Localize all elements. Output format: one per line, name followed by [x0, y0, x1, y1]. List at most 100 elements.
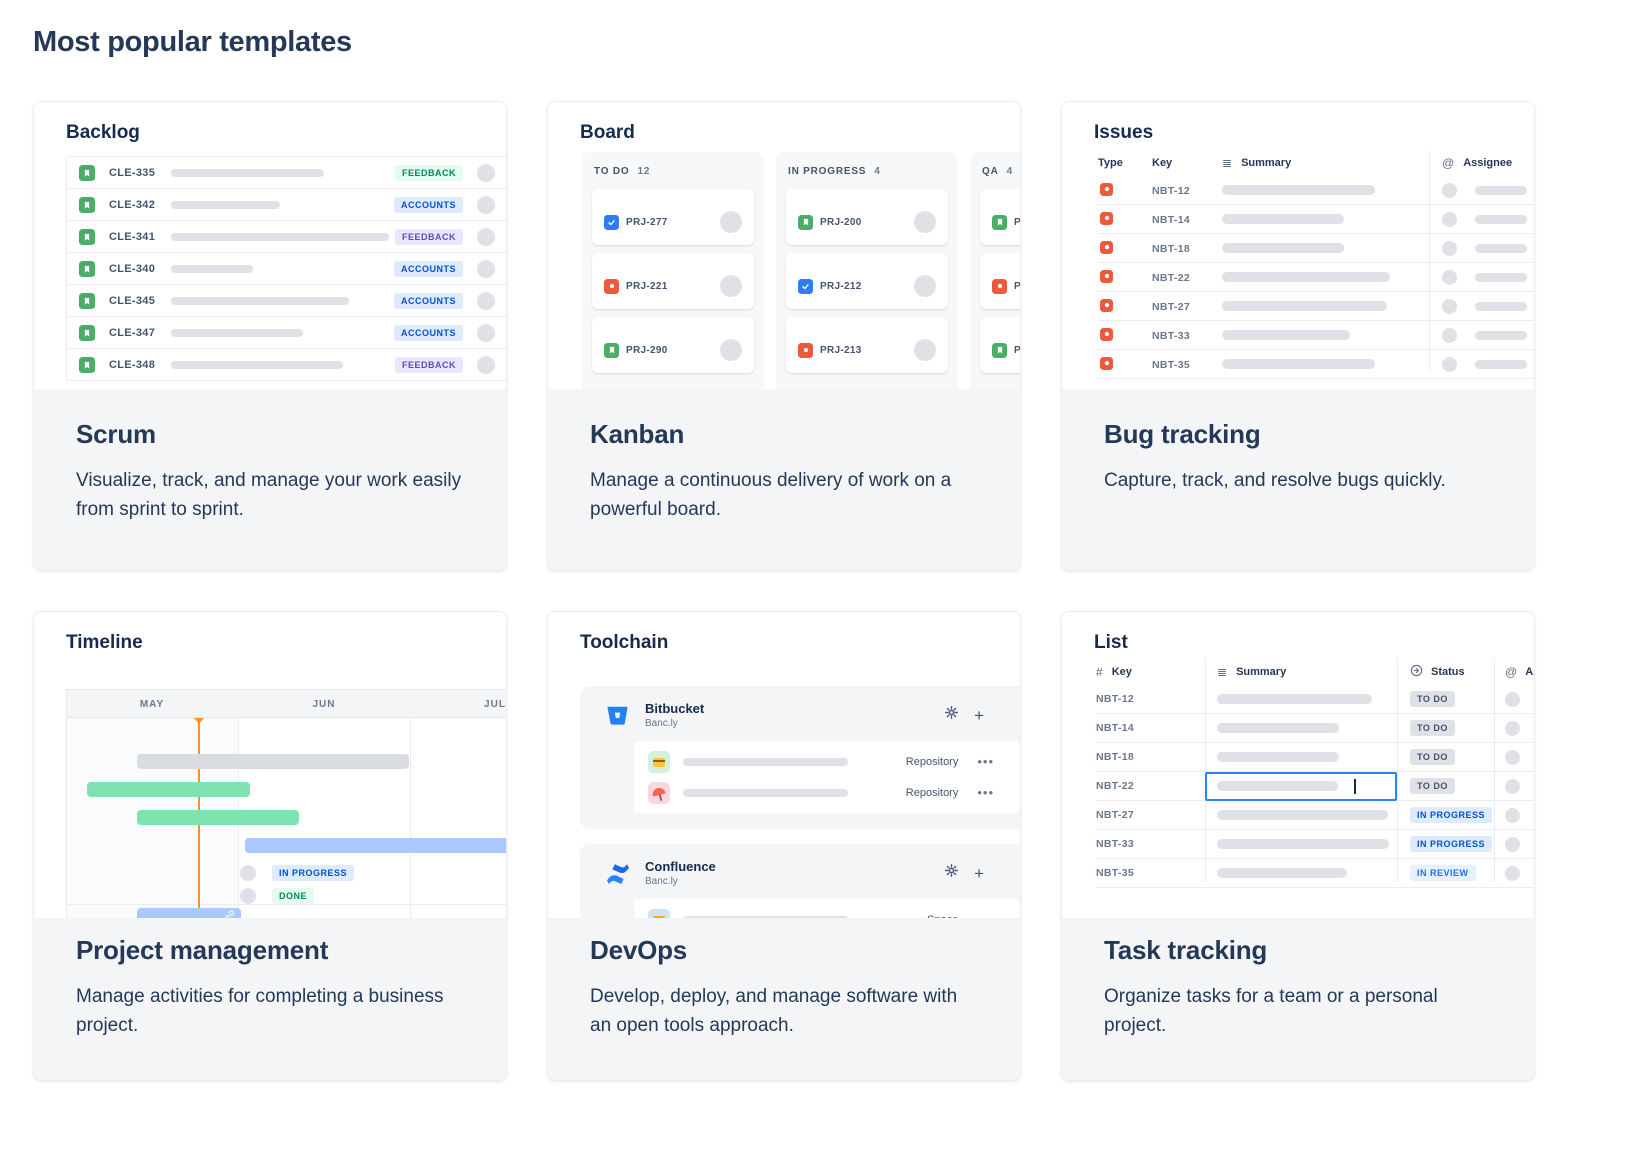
- toolchain-app-names: Confluence Banc.ly: [645, 859, 716, 887]
- issue-row: NBT-27: [1098, 292, 1534, 321]
- backlog-row: CLE-335 FEEDBACK: [67, 157, 506, 189]
- backlog-row: CLE-341 FEEDBACK: [67, 221, 506, 253]
- epic-badge: FEEDBACK: [394, 164, 463, 181]
- avatar: [1442, 211, 1457, 227]
- board-card: PRJ-236: [980, 189, 1020, 245]
- timeline-month-label: JUN: [312, 699, 336, 710]
- scrum-preview: Backlog CLE-335 FEEDBACK CLE-342 ACCOUNTS CL…: [34, 102, 506, 389]
- avatar: [1505, 836, 1520, 852]
- issue-key: CLE-335: [109, 166, 156, 179]
- resource-type-label: Repository: [905, 786, 959, 799]
- board-column-name: TO DO: [594, 166, 630, 177]
- more-icon[interactable]: •••: [977, 913, 994, 918]
- bug-icon: [1100, 211, 1113, 225]
- avatar: [1442, 269, 1457, 285]
- list-table: # Key ≣ Summary Status @ Assignee: [1096, 658, 1534, 888]
- more-icon[interactable]: •••: [977, 754, 994, 769]
- avatar: [240, 865, 256, 881]
- epic-badge: FEEDBACK: [394, 228, 463, 245]
- avatar: [477, 227, 495, 246]
- toolchain-app-header: Confluence Banc.ly +: [604, 859, 1020, 887]
- status-cell: TO DO: [1397, 691, 1494, 707]
- summary-icon: ≣: [1222, 156, 1233, 170]
- status-badge: TO DO: [1410, 749, 1455, 765]
- template-card-devops[interactable]: Toolchain Bitbucket Banc.ly + Repository •••…: [547, 611, 1021, 1081]
- today-marker-arrow: [194, 718, 204, 724]
- issue-key: NBT-35: [1096, 867, 1134, 879]
- template-card-bug-tracking[interactable]: Issues Type Key ≣ Summary @ Assignee NBT…: [1061, 101, 1535, 571]
- key-icon: #: [1096, 664, 1103, 679]
- placeholder-bar: [683, 915, 848, 918]
- gear-icon[interactable]: [944, 863, 959, 883]
- placeholder-bar: [171, 328, 303, 337]
- epic-badge: ACCOUNTS: [394, 260, 463, 277]
- board-column-count: 12: [637, 166, 651, 177]
- avatar: [1505, 865, 1520, 881]
- assignee-cell: [1494, 778, 1534, 794]
- issues-rows: NBT-12 NBT-14 NBT-18 NBT-22 NBT-27 NBT-33 NBT-…: [1098, 176, 1534, 379]
- template-card-project-management[interactable]: Timeline MAY JUN JUL IN PROGRESS DONE: [33, 611, 507, 1081]
- gear-icon[interactable]: [944, 705, 959, 725]
- timeline-bar: [137, 908, 241, 918]
- task-icon: [798, 278, 813, 294]
- board-column-header: IN PROGRESS 4: [788, 166, 946, 177]
- bug-tracking-info: Bug tracking Capture, track, and resolve…: [1062, 389, 1534, 570]
- more-icon[interactable]: •••: [977, 785, 994, 800]
- list-row: NBT-22 TO DO: [1096, 771, 1534, 801]
- key-cell: NBT-18: [1096, 751, 1205, 763]
- issue-row: NBT-18: [1098, 234, 1534, 263]
- story-icon: [992, 214, 1007, 230]
- list-header-row: # Key ≣ Summary Status @ Assignee: [1096, 658, 1534, 685]
- assignee-cell: [1494, 807, 1534, 823]
- backlog-row: CLE-345 ACCOUNTS: [67, 285, 506, 317]
- toolchain-app-names: Bitbucket Banc.ly: [645, 701, 704, 729]
- placeholder-bar: [171, 296, 349, 305]
- summary-cell: [1205, 859, 1397, 888]
- issue-key: PRJ-146: [1014, 281, 1020, 292]
- template-card-kanban[interactable]: Board TO DO 12 PRJ-277 PRJ-221 PRJ-290 IN PRO…: [547, 101, 1021, 571]
- add-icon[interactable]: +: [974, 863, 984, 883]
- type-cell: [1098, 210, 1152, 228]
- summary-cell-editing[interactable]: [1205, 771, 1397, 801]
- template-card-scrum[interactable]: Backlog CLE-335 FEEDBACK CLE-342 ACCOUNTS CL…: [33, 101, 507, 571]
- tile-glyph: [653, 757, 665, 767]
- placeholder-bar: [1217, 752, 1339, 762]
- issue-key: CLE-342: [109, 198, 156, 211]
- board-card: PRJ-221: [592, 253, 754, 309]
- resource-tile-icon: [648, 781, 670, 804]
- app-org: Banc.ly: [645, 718, 678, 729]
- summary-cell: [1222, 185, 1429, 195]
- status-cell: IN PROGRESS: [1397, 807, 1494, 823]
- tile-glyph: [651, 786, 666, 796]
- issue-key: PRJ-212: [820, 280, 862, 292]
- status-badge: TO DO: [1410, 691, 1455, 707]
- placeholder-bar: [1475, 243, 1527, 253]
- placeholder-bar: [1222, 272, 1390, 282]
- avatar: [720, 339, 742, 361]
- summary-icon: ≣: [1217, 664, 1228, 679]
- placeholder-bar: [1222, 214, 1344, 224]
- issue-key: CLE-340: [109, 262, 156, 275]
- story-icon: [79, 228, 95, 245]
- add-icon[interactable]: +: [974, 705, 984, 725]
- assignee-icon: @: [1505, 664, 1518, 679]
- timeline-body: IN PROGRESS DONE: [67, 718, 506, 918]
- bug-icon: [1100, 182, 1113, 196]
- avatar: [1442, 298, 1457, 314]
- grid-line: [67, 904, 506, 905]
- template-card-task-tracking[interactable]: List # Key ≣ Summary Status: [1061, 611, 1535, 1081]
- board-column-header: TO DO 12: [594, 166, 752, 177]
- backlog-table: CLE-335 FEEDBACK CLE-342 ACCOUNTS CLE-341 FEE…: [66, 156, 506, 381]
- assignee-cell: [1429, 356, 1534, 372]
- card-title: Project management: [76, 935, 329, 965]
- summary-cell: [1205, 830, 1397, 859]
- status-badge: IN REVIEW: [1410, 865, 1476, 881]
- list-row: NBT-33 IN PROGRESS: [1096, 830, 1534, 859]
- type-cell: [1098, 268, 1152, 286]
- column-header-key: # Key: [1096, 664, 1132, 679]
- placeholder-bar: [1475, 272, 1527, 282]
- avatar: [1505, 807, 1520, 823]
- kanban-info: Kanban Manage a continuous delivery of w…: [548, 389, 1020, 570]
- timeline-month-label: MAY: [139, 699, 165, 710]
- assignee-cell: [1494, 720, 1534, 736]
